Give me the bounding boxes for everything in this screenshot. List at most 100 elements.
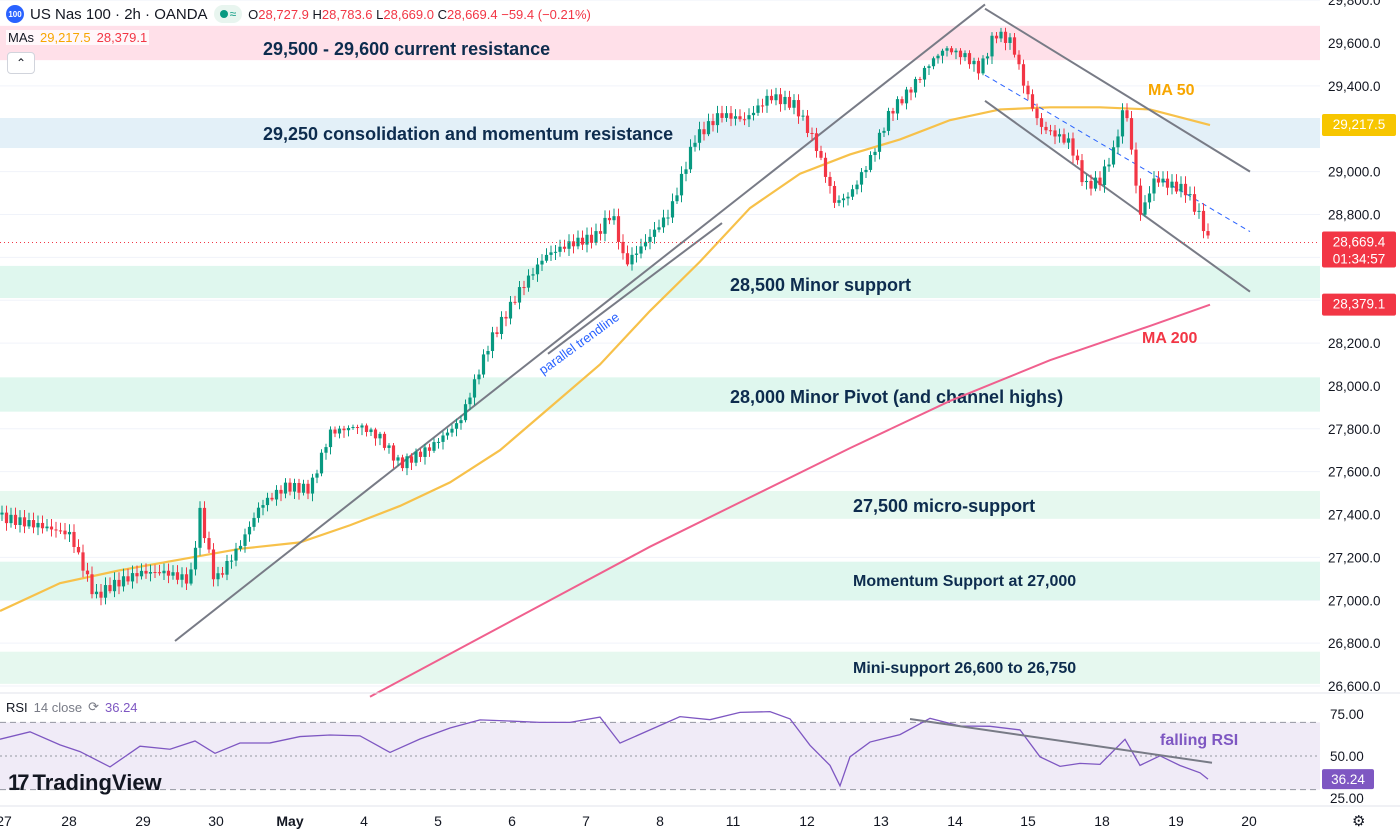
candle-body: [985, 56, 990, 59]
candle-body: [540, 260, 544, 265]
candle-body: [819, 151, 823, 158]
candle-body: [1107, 164, 1111, 167]
candle-body: [877, 132, 882, 152]
candle-body: [531, 274, 535, 276]
candle-body: [432, 442, 436, 451]
candle-body: [558, 246, 562, 252]
candle-body: [810, 132, 814, 134]
candle-body: [684, 169, 688, 174]
collapse-legend-button[interactable]: ⌃: [7, 52, 35, 74]
rsi-params: 14 close: [33, 699, 83, 715]
candle-body: [450, 428, 454, 433]
candle-body: [225, 560, 229, 575]
candle-body: [144, 570, 148, 574]
market-status-pill[interactable]: ≈: [213, 5, 243, 23]
candle-body: [787, 96, 792, 108]
candle-body: [1080, 160, 1084, 183]
candle-body: [90, 574, 94, 595]
mas-legend[interactable]: MAs 29,217.5 28,379.1: [6, 30, 150, 45]
candle-body: [216, 573, 220, 580]
candle-body: [994, 35, 999, 39]
candle-body: [265, 497, 270, 506]
candle-body: [693, 142, 697, 147]
candle-body: [459, 420, 463, 424]
candle-body: [1012, 37, 1017, 55]
time-tick: 4: [360, 813, 368, 829]
time-tick: 18: [1094, 813, 1110, 829]
candle-body: [792, 100, 796, 108]
open-value: 28,727.9: [258, 6, 309, 22]
candle-body: [49, 526, 54, 530]
candle-body: [603, 217, 607, 234]
candle-body: [616, 216, 621, 242]
candle-body: [1206, 231, 1210, 236]
candle-body: [873, 151, 877, 156]
candle-body: [576, 237, 580, 247]
candle-body: [346, 427, 351, 431]
zone-label: 27,500 micro-support: [853, 496, 1035, 516]
candle-body: [414, 451, 418, 463]
candle-body: [1120, 110, 1125, 137]
candle-body: [0, 512, 4, 515]
candle-body: [441, 435, 445, 442]
price-tick: 27,400.0: [1328, 508, 1381, 523]
candle-body: [351, 426, 355, 428]
candle-body: [648, 236, 652, 242]
candle-body: [13, 514, 18, 526]
open-label: O: [248, 6, 259, 22]
ma200-legend-value: 28,379.1: [96, 30, 148, 45]
candle-body: [801, 115, 805, 117]
time-tick: 5: [434, 813, 442, 829]
rsi-legend[interactable]: RSI 14 close ⟳ 36.24: [6, 699, 138, 715]
candle-body: [751, 112, 756, 116]
price-tick: 28,800.0: [1328, 207, 1381, 222]
symbol-badge[interactable]: 100: [6, 5, 24, 23]
candle-body: [423, 447, 427, 457]
zone-band: [0, 561, 1320, 601]
candle-body: [940, 50, 945, 56]
candle-body: [1084, 180, 1089, 183]
candle-body: [238, 545, 243, 549]
candle-body: [760, 105, 765, 107]
candle-body: [756, 105, 760, 113]
close-value: 28,669.4: [447, 6, 498, 22]
tradingview-logo[interactable]: 17 TradingView: [8, 770, 162, 796]
candle-body: [1147, 193, 1152, 203]
candle-body: [1026, 85, 1030, 95]
time-tick: 29: [135, 813, 151, 829]
time-tick: 27: [0, 813, 12, 829]
candle-body: [675, 195, 679, 202]
candle-body: [387, 445, 391, 448]
candle-body: [229, 560, 234, 562]
mas-label: MAs: [8, 30, 34, 45]
rsi-value-label-bg: [1322, 769, 1374, 790]
candle-body: [189, 569, 193, 584]
candle-body: [396, 457, 400, 461]
candle-body: [1098, 177, 1102, 186]
candle-body: [990, 35, 994, 57]
zone-band: [0, 25, 1320, 61]
price-tick: 26,600.0: [1328, 679, 1381, 694]
candle-body: [1008, 37, 1012, 43]
rsi-value-label: 36.24: [1331, 772, 1365, 787]
symbol-title[interactable]: US Nas 100 · 2h · OANDA: [30, 5, 208, 23]
candle-body: [1170, 181, 1174, 188]
zone-band: [0, 118, 1320, 149]
low-value: 28,669.0: [383, 6, 434, 22]
candle-body: [706, 121, 711, 135]
candle-body: [904, 89, 909, 104]
candle-body: [193, 547, 198, 570]
gear-icon[interactable]: ⚙: [1352, 813, 1366, 830]
candle-body: [36, 522, 40, 528]
ma200-line: [369, 303, 1211, 698]
candle-body: [454, 423, 459, 429]
candle-body: [157, 572, 162, 574]
candle-body: [9, 514, 13, 524]
candle-body: [76, 546, 81, 553]
candle-body: [724, 113, 729, 118]
candle-body: [328, 429, 333, 448]
candle-body: [175, 572, 180, 580]
candle-body: [337, 428, 342, 434]
